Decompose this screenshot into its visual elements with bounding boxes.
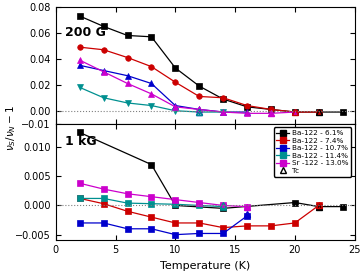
Text: $\nu_S/\nu_N - 1$: $\nu_S/\nu_N - 1$ <box>4 105 18 151</box>
Text: 200 G: 200 G <box>66 26 106 39</box>
Text: 1 kG: 1 kG <box>66 135 97 148</box>
X-axis label: Temperature (K): Temperature (K) <box>160 261 250 271</box>
Legend: Ba-122 - 6.1%, Ba-122 - 7.4%, Ba-122 - 10.7%, Ba-122 - 11.4%, Sr -122 - 13.0%, T: Ba-122 - 6.1%, Ba-122 - 7.4%, Ba-122 - 1… <box>274 127 351 177</box>
